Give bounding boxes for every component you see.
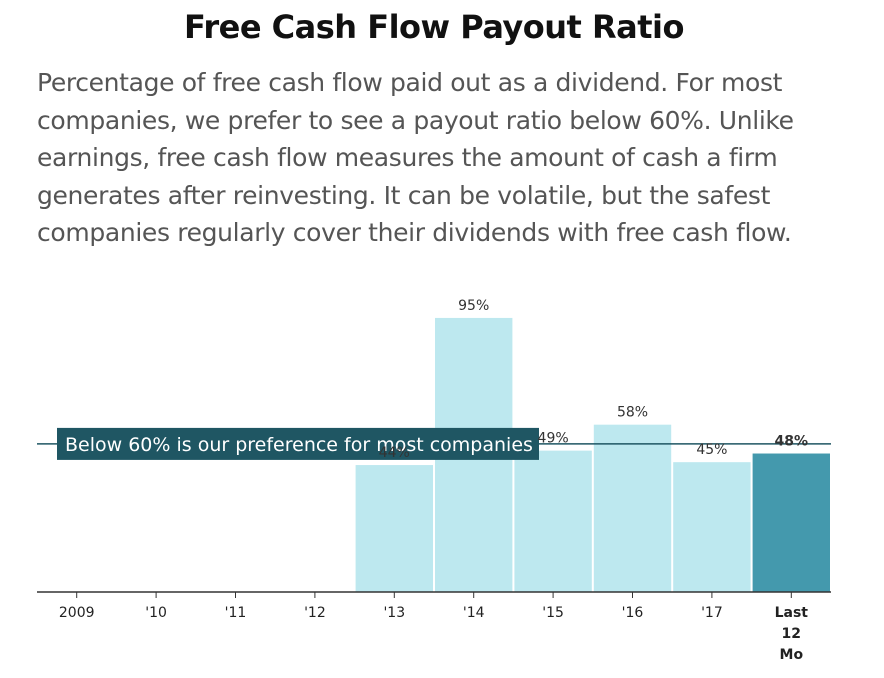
bar--17: [673, 462, 751, 592]
x-tick-label: '15: [542, 605, 564, 621]
data-label: 49%: [538, 431, 569, 447]
reference-label-box: [57, 427, 539, 460]
x-tick-label: '13: [383, 605, 405, 621]
bar--16: [593, 424, 672, 592]
x-tick-label: '11: [225, 605, 247, 621]
x-tick-label: '17: [701, 605, 723, 621]
x-tick-label: '12: [304, 605, 326, 621]
data-label: 58%: [617, 405, 648, 421]
x-tick-label: '16: [622, 605, 644, 621]
data-labels-layer: 44% 95% 49% 58% 45% 48%: [379, 298, 808, 461]
chart-subtitle: Percentage of free cash flow paid out as…: [37, 68, 794, 247]
data-label: 44%: [379, 445, 410, 461]
x-tick-label: 2009: [59, 605, 95, 621]
x-tick-label: '14: [463, 605, 485, 621]
x-tick-label: Last 12 Mo: [775, 605, 809, 663]
data-label-knockout: [613, 404, 652, 421]
data-label: 48%: [775, 434, 809, 450]
payout-ratio-chart: Below 60% is our preference for most com…: [37, 298, 831, 663]
bar--13: [355, 465, 433, 592]
data-label: 45%: [696, 442, 727, 458]
reference-label: Below 60% is our preference for most com…: [65, 434, 533, 456]
x-axis: 2009 '10 '11 '12 '13 '14 '15 '16 '17 Last 12 Mo: [37, 591, 831, 663]
bar-last-12-mo: [752, 453, 830, 592]
data-label: 95%: [458, 298, 489, 314]
x-tick-label: '10: [145, 605, 167, 621]
reference-line-layer: Below 60% is our preference for most com…: [37, 427, 831, 460]
bar--15: [514, 450, 592, 592]
chart-title: Free Cash Flow Payout Ratio: [184, 8, 684, 46]
